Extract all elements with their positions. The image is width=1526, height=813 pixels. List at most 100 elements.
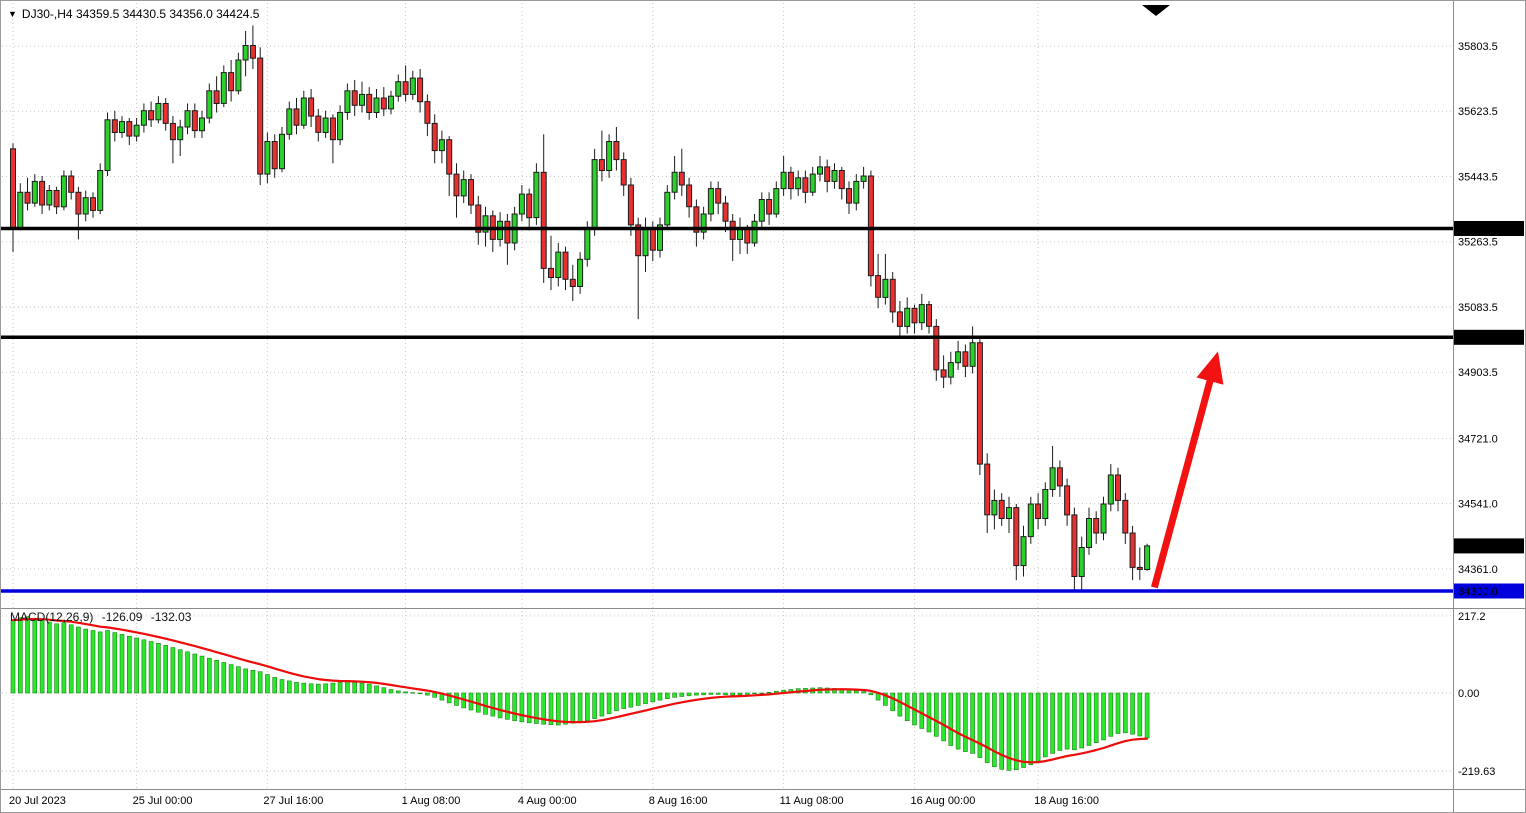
- candle-bear: [366, 93, 373, 114]
- macd-bar: [1006, 692, 1012, 771]
- candle-bull: [518, 193, 525, 215]
- macd-bar: [192, 653, 198, 694]
- candle-bull: [395, 81, 402, 97]
- candle-bull: [199, 117, 205, 132]
- candle-bear: [402, 81, 409, 95]
- candle-bull: [373, 97, 380, 113]
- macd-bar: [286, 680, 292, 694]
- price-axis[interactable]: 35803.5 35623.5 35443.5 35263.5 35083.5 34903…: [1454, 41, 1524, 778]
- candle-bull: [591, 159, 598, 230]
- candle-bull: [707, 188, 714, 215]
- macd-bar: [1028, 692, 1034, 765]
- candle-bear: [962, 351, 969, 367]
- macd-bar: [1013, 692, 1019, 770]
- macd-bar: [10, 619, 16, 694]
- candle-bear: [598, 159, 605, 172]
- macd-bar: [599, 692, 605, 717]
- macd-bar: [1043, 692, 1048, 758]
- candle-bull: [991, 499, 998, 516]
- candle-bull: [1078, 547, 1085, 577]
- candle-bull: [177, 126, 184, 141]
- macd-bar: [592, 692, 597, 719]
- macd-bar: [1130, 692, 1135, 735]
- macd-bar: [563, 692, 568, 725]
- candle-bull: [1107, 474, 1114, 505]
- macd-bar: [199, 655, 205, 694]
- macd-bar: [861, 691, 866, 694]
- candle-bull: [773, 188, 780, 215]
- macd-bar: [315, 683, 321, 694]
- time-label: 8 Aug 16:00: [649, 795, 708, 807]
- chart-shift-marker-icon[interactable]: [1142, 5, 1170, 16]
- macd-bar: [570, 692, 576, 724]
- candle-bear: [976, 342, 983, 465]
- macd-bar: [737, 692, 743, 696]
- candle-bull: [1144, 545, 1151, 571]
- macd-bar: [1144, 692, 1150, 739]
- macd-bar: [141, 639, 147, 694]
- candle-bull: [533, 171, 540, 219]
- price-tick-label: 35443.5: [1458, 172, 1498, 184]
- macd-value: -126.09: [101, 610, 143, 624]
- macd-bar: [236, 666, 241, 694]
- macd-bar: [919, 692, 925, 729]
- candle-bear: [1064, 485, 1071, 516]
- macd-histogram: [10, 616, 1150, 771]
- macd-bar: [61, 622, 67, 694]
- candle-bull: [751, 220, 758, 244]
- price-badge-label: 35000.0: [1458, 332, 1498, 344]
- macd-bar: [243, 668, 248, 694]
- time-label: 18 Aug 16:00: [1034, 795, 1099, 807]
- symbol-marker-icon: ▼: [8, 8, 17, 19]
- candle-bear: [678, 171, 685, 186]
- macd-bar: [897, 692, 903, 717]
- candles: [10, 25, 1151, 591]
- candle-bear: [693, 206, 700, 233]
- candle-bull: [337, 112, 344, 141]
- grid: [2, 3, 1453, 789]
- candle-bear: [526, 193, 533, 219]
- candle-bear: [911, 307, 918, 324]
- macd-bar: [933, 692, 939, 737]
- candle-bull: [955, 351, 962, 364]
- trend-arrow[interactable]: [1151, 351, 1224, 589]
- macd-bar: [1108, 692, 1114, 737]
- time-label: 11 Aug 08:00: [780, 795, 844, 807]
- candle-bull: [1020, 536, 1027, 567]
- macd-bar: [963, 692, 968, 752]
- macd-bar: [410, 692, 416, 694]
- symbol-ohlc-text: DJ30-,H4 34359.5 34430.5 34356.0 34424.5: [21, 7, 260, 21]
- macd-tick-label: -219.63: [1458, 766, 1495, 778]
- candle-bear: [293, 108, 300, 126]
- macd-bar: [170, 647, 176, 694]
- macd-bar: [454, 692, 459, 706]
- candle-bear: [75, 191, 82, 215]
- macd-bar: [323, 683, 328, 694]
- candle-bear: [926, 304, 932, 327]
- candle-bull: [904, 307, 911, 327]
- time-axis[interactable]: 20 Jul 2023 25 Jul 00:00 27 Jul 16:00 1 Aug…: [9, 795, 1099, 807]
- macd-bar: [628, 692, 634, 708]
- macd-bar: [156, 642, 161, 694]
- macd-bar: [650, 692, 656, 703]
- candle-bear: [620, 159, 627, 186]
- macd-bar: [185, 651, 190, 694]
- macd-bar: [853, 690, 859, 694]
- macd-bar: [584, 692, 590, 722]
- candle-bear: [787, 171, 794, 190]
- candle-bear: [148, 110, 155, 121]
- candle-bear: [213, 90, 220, 105]
- macd-bar: [134, 637, 139, 694]
- macd-bar: [548, 692, 554, 725]
- macd-title: MACD(12,26,9): [10, 610, 94, 624]
- candle-bear: [111, 119, 118, 134]
- candle-bull: [795, 177, 802, 190]
- candle-bull: [264, 141, 271, 175]
- candle-bear: [228, 72, 235, 92]
- macd-bar: [359, 682, 365, 694]
- candle-bear: [540, 171, 547, 269]
- macd-bar: [883, 692, 888, 706]
- price-badge-label: 34300.0: [1458, 586, 1498, 598]
- candle-bull: [1027, 503, 1034, 538]
